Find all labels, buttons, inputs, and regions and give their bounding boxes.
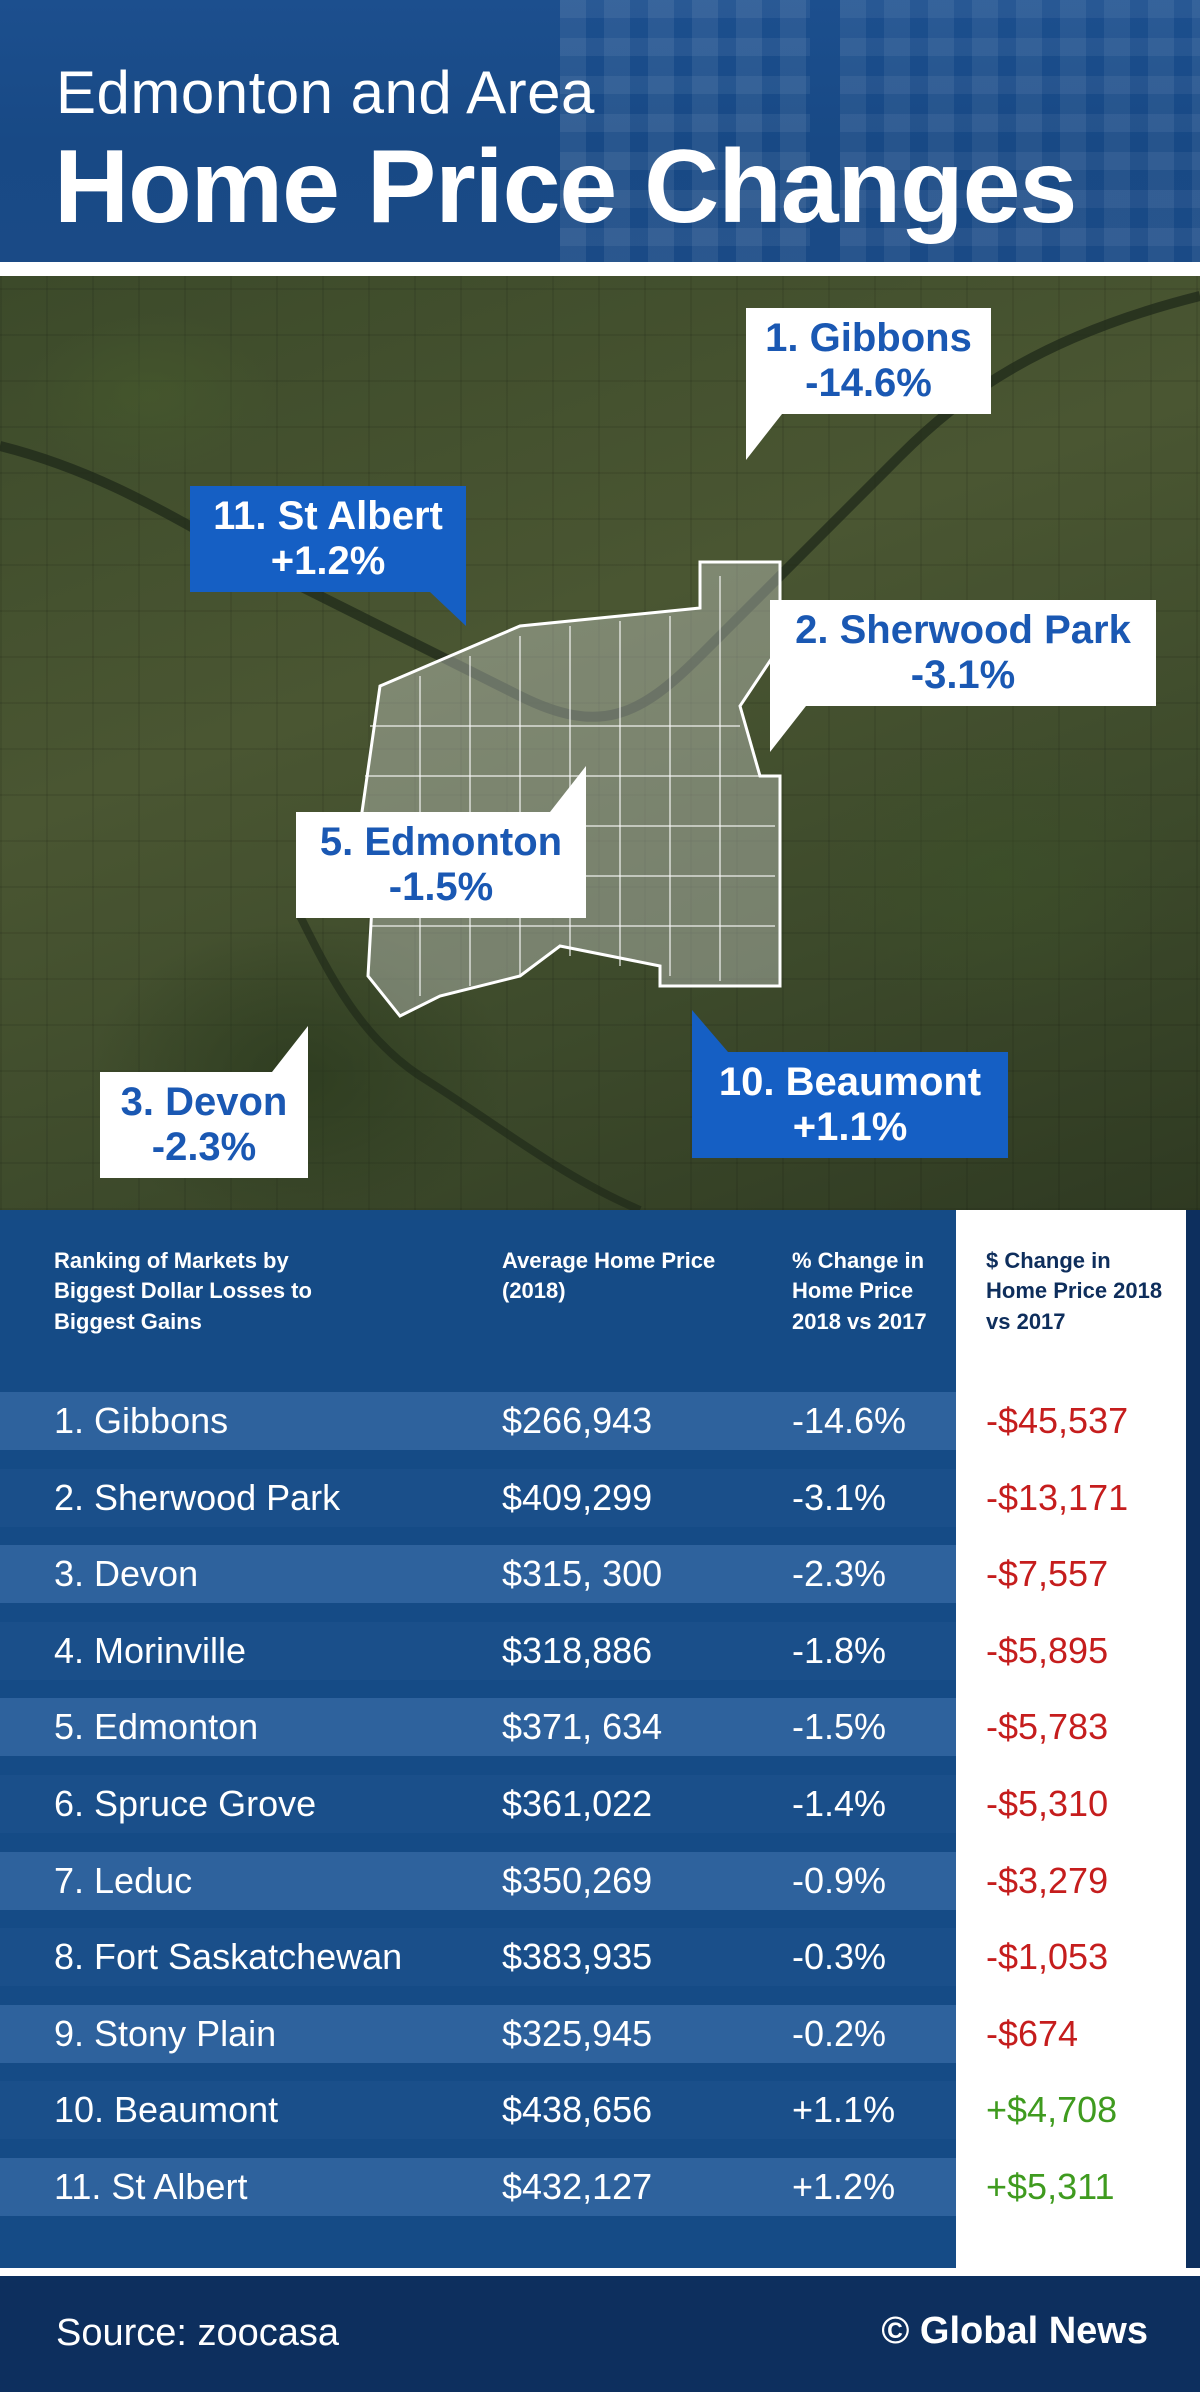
callout-beaumont-pointer — [692, 1010, 728, 1052]
cell-market: 2. Sherwood Park — [54, 1477, 341, 1518]
cell-percent-change: -1.8% — [792, 1630, 887, 1671]
cell-percent-change: -3.1% — [792, 1477, 887, 1518]
price-change-table: Ranking of Markets by Biggest Dollar Los… — [0, 1210, 1200, 2268]
callout-beaumont-change: +1.1% — [792, 1105, 908, 1149]
callout-beaumont-name: 10. Beaumont — [718, 1060, 982, 1105]
cell-percent-change: -0.9% — [792, 1860, 887, 1901]
callout-sherwood-park-change: -3.1% — [910, 653, 1016, 697]
callout-st-albert-pointer — [430, 592, 466, 626]
cell-market: 4. Morinville — [54, 1630, 247, 1671]
cell-dollar-change: -$1,053 — [986, 1936, 1109, 1977]
cell-dollar-change: -$5,783 — [986, 1706, 1109, 1747]
callout-edmonton-change: -1.5% — [388, 865, 494, 909]
cell-percent-change: +1.2% — [792, 2166, 896, 2207]
table-row-background — [0, 1545, 956, 1603]
footer-divider — [0, 2268, 1200, 2276]
callout-sherwood-park-pointer — [770, 706, 806, 752]
callout-devon-pointer — [272, 1026, 308, 1072]
copyright-credit: © Global News — [881, 2310, 1148, 2352]
cell-average-price: $383,935 — [502, 1936, 653, 1977]
source-credit: Source: zoocasa — [56, 2312, 340, 2354]
cell-market: 10. Beaumont — [54, 2089, 279, 2130]
cell-dollar-change: -$13,171 — [986, 1477, 1129, 1518]
callout-st-albert-name: 11. St Albert — [213, 494, 443, 539]
table-row-background — [0, 1392, 956, 1450]
callout-edmonton-pointer — [550, 766, 586, 812]
table-row-background — [0, 1622, 956, 1680]
table-row-background — [0, 2005, 956, 2063]
table-row-background — [0, 1469, 956, 1527]
building-background-right — [840, 0, 1200, 262]
cell-percent-change: -14.6% — [792, 1400, 907, 1441]
footer: Source: zoocasa © Global News — [0, 2268, 1200, 2392]
table-row-background — [0, 2081, 956, 2139]
table-right-border — [1186, 1210, 1200, 2268]
page-title: Home Price Changes — [54, 129, 1077, 245]
map-overlay — [0, 291, 1200, 1210]
cell-average-price: $325,945 — [502, 2013, 653, 2054]
header-dollar-change: $ Change in Home Price 2018 vs 2017 — [986, 1248, 1163, 1334]
cell-market: 3. Devon — [54, 1553, 199, 1594]
satellite-map: 1. Gibbons -14.6% 11. St Albert +1.2% 2.… — [0, 276, 1200, 1210]
building-background-left — [560, 0, 810, 262]
cell-percent-change: -1.5% — [792, 1706, 887, 1747]
cell-average-price: $350,269 — [502, 1860, 653, 1901]
callout-edmonton-name: 5. Edmonton — [319, 820, 563, 865]
cell-average-price: $432,127 — [502, 2166, 653, 2207]
cell-dollar-change: -$5,895 — [986, 1630, 1109, 1671]
dollar-change-column-panel — [956, 1210, 1186, 2268]
cell-market: 5. Edmonton — [54, 1706, 259, 1747]
cell-market: 6. Spruce Grove — [54, 1783, 317, 1824]
callout-st-albert-change: +1.2% — [270, 539, 386, 583]
callout-devon-name: 3. Devon — [120, 1080, 288, 1125]
cell-average-price: $371, 634 — [502, 1706, 663, 1747]
cell-dollar-change: -$674 — [986, 2013, 1079, 2054]
header-ranking: Ranking of Markets by Biggest Dollar Los… — [54, 1248, 312, 1334]
cell-market: 8. Fort Saskatchewan — [54, 1936, 403, 1977]
cell-percent-change: -2.3% — [792, 1553, 887, 1594]
cell-percent-change: -1.4% — [792, 1783, 887, 1824]
table-row-background — [0, 1775, 956, 1833]
cell-average-price: $266,943 — [502, 1400, 653, 1441]
cell-average-price: $318,886 — [502, 1630, 653, 1671]
page-subtitle: Edmonton and Area — [56, 59, 595, 126]
cell-average-price: $315, 300 — [502, 1553, 663, 1594]
table-row-background — [0, 1698, 956, 1756]
table-row-background — [0, 2158, 956, 2216]
header-banner: Edmonton and Area Home Price Changes — [0, 0, 1200, 262]
header-divider — [0, 262, 1200, 276]
cell-market: 7. Leduc — [54, 1860, 193, 1901]
cell-dollar-change: +$4,708 — [986, 2089, 1118, 2130]
cell-dollar-change: -$45,537 — [986, 1400, 1129, 1441]
cell-market: 1. Gibbons — [54, 1400, 229, 1441]
cell-dollar-change: -$5,310 — [986, 1783, 1109, 1824]
header-average-price: Average Home Price (2018) — [502, 1248, 716, 1304]
callout-gibbons-name: 1. Gibbons — [765, 316, 972, 361]
callout-gibbons-change: -14.6% — [805, 361, 932, 405]
cell-percent-change: +1.1% — [792, 2089, 896, 2130]
cell-dollar-change: +$5,311 — [986, 2166, 1115, 2207]
callout-sherwood-park-name: 2. Sherwood Park — [795, 608, 1131, 653]
cell-percent-change: -0.3% — [792, 1936, 887, 1977]
callout-gibbons-pointer — [746, 414, 782, 460]
cell-percent-change: -0.2% — [792, 2013, 887, 2054]
callout-devon-change: -2.3% — [151, 1125, 257, 1169]
cell-market: 11. St Albert — [54, 2166, 248, 2207]
cell-average-price: $438,656 — [502, 2089, 653, 2130]
header-percent-change: % Change in Home Price 2018 vs 2017 — [792, 1248, 927, 1334]
cell-dollar-change: -$3,279 — [986, 1860, 1109, 1901]
cell-dollar-change: -$7,557 — [986, 1553, 1109, 1594]
cell-average-price: $409,299 — [502, 1477, 653, 1518]
cell-average-price: $361,022 — [502, 1783, 653, 1824]
table-row-background — [0, 1852, 956, 1910]
table-row-background — [0, 1928, 956, 1986]
cell-market: 9. Stony Plain — [54, 2013, 277, 2054]
